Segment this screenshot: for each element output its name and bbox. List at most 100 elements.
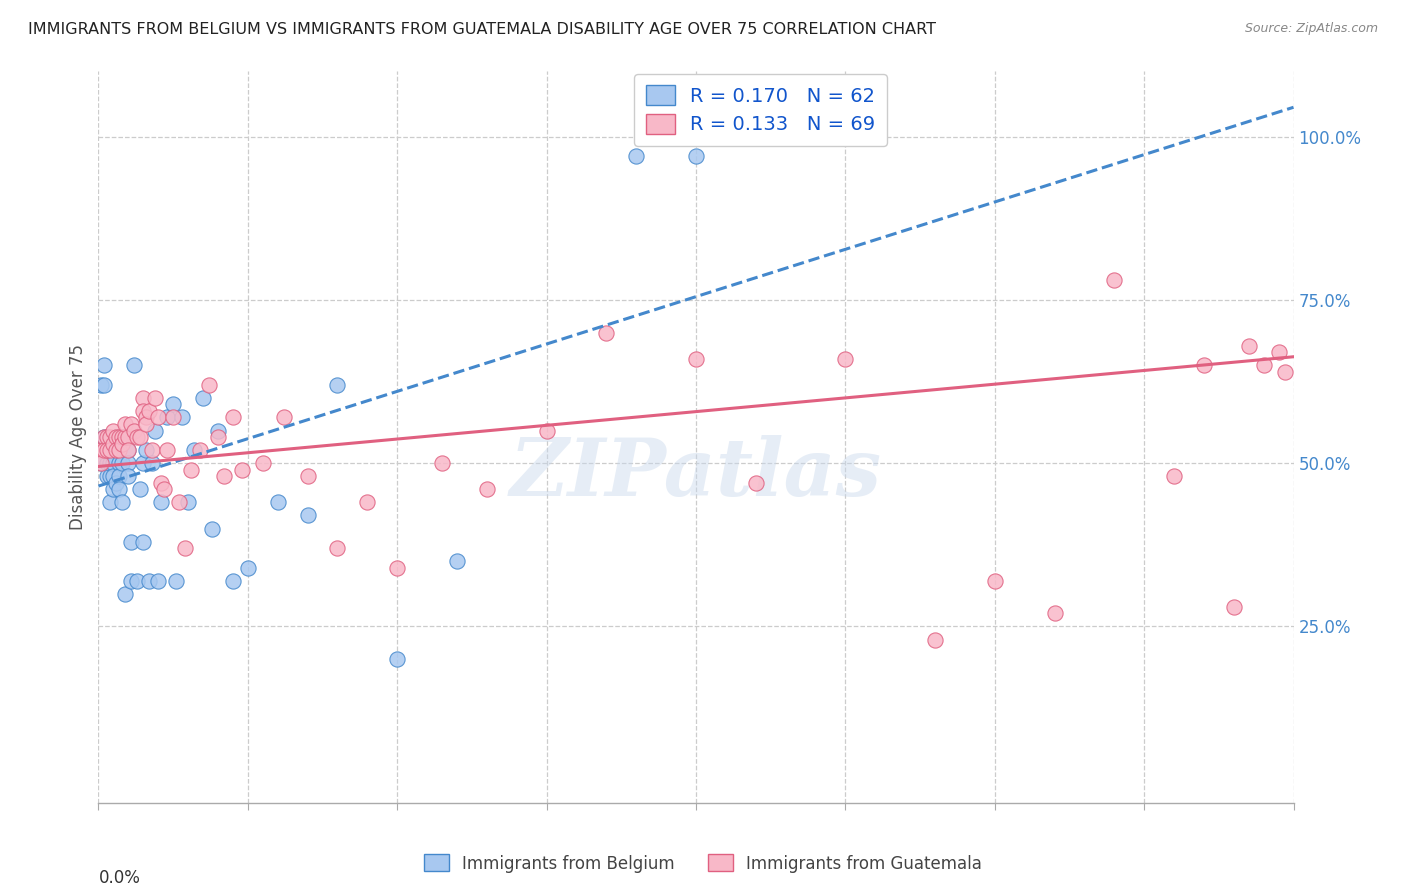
Point bbox=[536, 424, 558, 438]
Point bbox=[595, 326, 617, 340]
Point bbox=[148, 410, 170, 425]
Point bbox=[127, 574, 149, 588]
Point bbox=[834, 351, 856, 366]
Point bbox=[297, 469, 319, 483]
Point bbox=[96, 469, 118, 483]
Point bbox=[984, 574, 1007, 588]
Point bbox=[100, 495, 122, 509]
Point bbox=[222, 410, 245, 425]
Point bbox=[174, 541, 197, 555]
Point bbox=[132, 404, 155, 418]
Point bbox=[156, 443, 179, 458]
Point bbox=[105, 475, 128, 490]
Point bbox=[108, 456, 131, 470]
Point bbox=[90, 456, 112, 470]
Point bbox=[626, 149, 648, 163]
Point bbox=[96, 456, 118, 470]
Point bbox=[924, 632, 946, 647]
Point bbox=[100, 443, 122, 458]
Point bbox=[114, 430, 136, 444]
Legend: R = 0.170   N = 62, R = 0.133   N = 69: R = 0.170 N = 62, R = 0.133 N = 69 bbox=[634, 74, 887, 146]
Text: IMMIGRANTS FROM BELGIUM VS IMMIGRANTS FROM GUATEMALA DISABILITY AGE OVER 75 CORR: IMMIGRANTS FROM BELGIUM VS IMMIGRANTS FR… bbox=[28, 22, 936, 37]
Point bbox=[1237, 339, 1260, 353]
Point bbox=[100, 469, 122, 483]
Point bbox=[117, 443, 139, 458]
Point bbox=[93, 430, 115, 444]
Point bbox=[117, 456, 139, 470]
Point bbox=[120, 534, 142, 549]
Point bbox=[212, 469, 235, 483]
Point bbox=[93, 443, 115, 458]
Point bbox=[103, 436, 125, 450]
Point bbox=[100, 456, 122, 470]
Point bbox=[180, 463, 202, 477]
Point bbox=[198, 377, 221, 392]
Point bbox=[446, 554, 468, 568]
Point bbox=[105, 443, 128, 458]
Point bbox=[96, 430, 118, 444]
Point bbox=[183, 443, 205, 458]
Point bbox=[129, 430, 152, 444]
Point bbox=[117, 443, 139, 458]
Point bbox=[143, 391, 166, 405]
Point bbox=[114, 417, 136, 431]
Point bbox=[114, 587, 136, 601]
Point bbox=[108, 483, 131, 497]
Point bbox=[103, 443, 125, 458]
Point bbox=[105, 430, 128, 444]
Point bbox=[108, 469, 131, 483]
Point bbox=[1104, 273, 1126, 287]
Point bbox=[165, 574, 187, 588]
Point bbox=[132, 391, 155, 405]
Point bbox=[111, 495, 134, 509]
Point bbox=[1274, 365, 1296, 379]
Point bbox=[148, 574, 170, 588]
Point bbox=[207, 424, 229, 438]
Point bbox=[150, 475, 173, 490]
Point bbox=[111, 456, 134, 470]
Text: 0.0%: 0.0% bbox=[98, 869, 141, 887]
Point bbox=[135, 443, 157, 458]
Point bbox=[120, 574, 142, 588]
Point bbox=[1192, 358, 1215, 372]
Point bbox=[138, 404, 160, 418]
Point bbox=[236, 560, 259, 574]
Point bbox=[273, 410, 295, 425]
Point bbox=[222, 574, 245, 588]
Point bbox=[475, 483, 498, 497]
Point bbox=[1163, 469, 1185, 483]
Point bbox=[127, 430, 149, 444]
Point bbox=[93, 377, 115, 392]
Point bbox=[1223, 599, 1246, 614]
Point bbox=[108, 430, 131, 444]
Point bbox=[114, 430, 136, 444]
Point bbox=[231, 463, 253, 477]
Point bbox=[90, 377, 112, 392]
Point bbox=[685, 351, 707, 366]
Point bbox=[103, 424, 125, 438]
Point bbox=[167, 495, 190, 509]
Point bbox=[135, 410, 157, 425]
Y-axis label: Disability Age Over 75: Disability Age Over 75 bbox=[69, 344, 87, 530]
Point bbox=[129, 483, 152, 497]
Point bbox=[135, 417, 157, 431]
Point bbox=[191, 391, 214, 405]
Point bbox=[111, 436, 134, 450]
Point bbox=[96, 443, 118, 458]
Point bbox=[141, 443, 163, 458]
Point bbox=[326, 541, 349, 555]
Point bbox=[105, 430, 128, 444]
Point bbox=[150, 495, 173, 509]
Point bbox=[124, 424, 146, 438]
Point bbox=[141, 456, 163, 470]
Point bbox=[143, 424, 166, 438]
Point bbox=[1267, 345, 1289, 359]
Point bbox=[93, 358, 115, 372]
Point bbox=[96, 443, 118, 458]
Point bbox=[326, 377, 349, 392]
Point bbox=[100, 430, 122, 444]
Point bbox=[745, 475, 768, 490]
Point bbox=[201, 521, 224, 535]
Point bbox=[385, 560, 409, 574]
Point bbox=[297, 508, 319, 523]
